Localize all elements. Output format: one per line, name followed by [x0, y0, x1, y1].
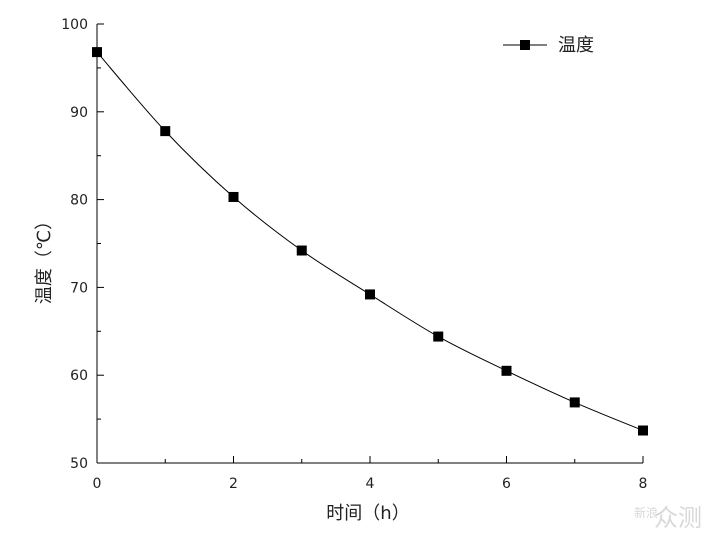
legend: 温度	[503, 35, 594, 56]
x-ticks: 0 2 4 6 8	[93, 456, 648, 492]
y-tick-label: 80	[70, 193, 88, 209]
watermark-large: 众测	[654, 504, 702, 532]
y-tick-label: 90	[70, 105, 88, 121]
watermark: 新浪 众测	[634, 504, 702, 532]
data-point	[501, 365, 512, 376]
y-tick-label: 70	[70, 280, 88, 296]
data-point	[638, 425, 648, 436]
series-line	[96, 51, 644, 431]
x-tick-label: 0	[93, 476, 102, 492]
x-tick-label: 6	[502, 476, 511, 492]
data-point	[160, 126, 171, 137]
data-point	[296, 245, 307, 256]
legend-marker	[520, 40, 530, 50]
data-point	[365, 289, 375, 300]
data-point	[92, 47, 102, 58]
y-axis-title: 温度（℃）	[34, 212, 55, 304]
x-tick-label: 8	[639, 476, 648, 492]
x-axis-title: 时间（h）	[326, 503, 409, 524]
y-tick-label: 50	[70, 456, 88, 472]
x-tick-label: 2	[229, 476, 238, 492]
x-tick-label: 4	[366, 476, 375, 492]
legend-label: 温度	[558, 35, 594, 56]
y-tick-label: 60	[70, 368, 88, 384]
data-point	[228, 191, 239, 202]
watermark-small: 新浪	[634, 505, 658, 520]
data-point	[569, 397, 580, 408]
data-point	[433, 331, 444, 342]
axes	[96, 24, 643, 464]
data-points	[92, 47, 648, 436]
y-ticks: 50 60 70 80 90 100	[61, 17, 104, 472]
y-tick-label: 100	[61, 17, 88, 33]
